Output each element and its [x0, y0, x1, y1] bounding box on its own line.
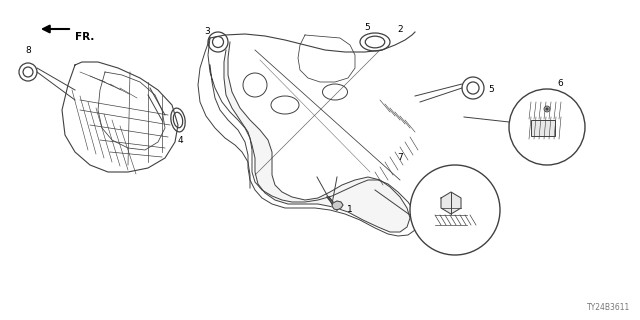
Text: 5: 5 — [488, 85, 493, 94]
Text: 8: 8 — [25, 45, 31, 54]
Text: TY24B3611: TY24B3611 — [587, 303, 630, 312]
Text: 1: 1 — [347, 205, 353, 214]
Text: 3: 3 — [204, 27, 210, 36]
Circle shape — [544, 106, 550, 112]
Circle shape — [509, 89, 585, 165]
Circle shape — [410, 165, 500, 255]
Text: 5: 5 — [364, 23, 370, 32]
Circle shape — [546, 108, 548, 110]
Text: 4: 4 — [177, 135, 183, 145]
FancyBboxPatch shape — [531, 120, 555, 136]
Text: 2: 2 — [397, 25, 403, 34]
Polygon shape — [62, 62, 178, 172]
Text: 6: 6 — [557, 79, 563, 88]
Polygon shape — [224, 42, 410, 232]
Text: 7: 7 — [397, 153, 403, 162]
Polygon shape — [332, 201, 343, 210]
Polygon shape — [441, 192, 461, 214]
Text: FR.: FR. — [75, 32, 94, 42]
Polygon shape — [208, 38, 418, 236]
